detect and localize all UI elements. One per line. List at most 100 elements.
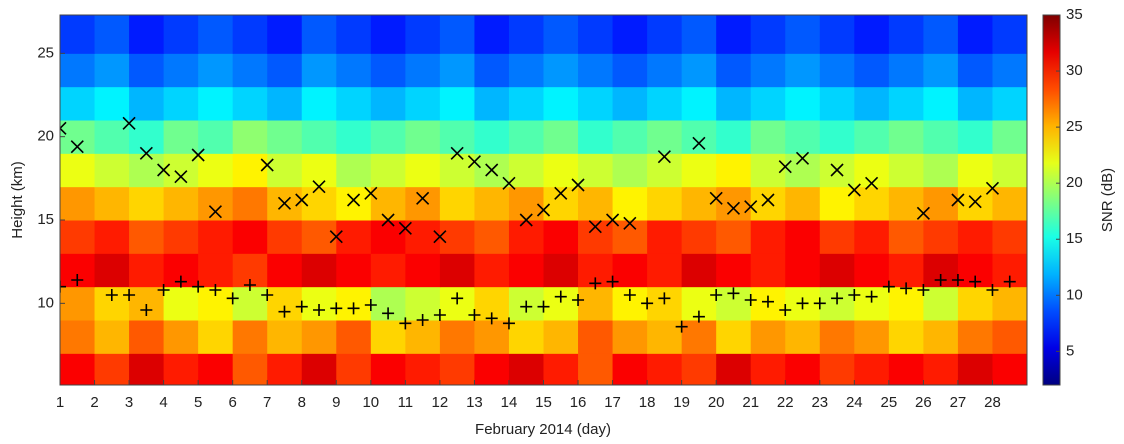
heatmap-cell [750, 186, 786, 221]
heatmap-cell [888, 153, 924, 188]
heatmap-cell [957, 53, 993, 88]
heatmap-cell [923, 220, 959, 254]
x-tick-label: 27 [950, 394, 967, 411]
heatmap-cell [474, 220, 510, 254]
marker [140, 304, 153, 316]
heatmap-cell [957, 15, 993, 54]
marker [60, 280, 66, 293]
heatmap-cell [94, 353, 130, 385]
heatmap-cell [508, 86, 544, 121]
heatmap-cell [370, 253, 406, 288]
heatmap-cell [198, 15, 234, 54]
heatmap-cell [785, 320, 821, 354]
heatmap-cell [336, 253, 372, 288]
heatmap-cell [370, 53, 406, 88]
marker [658, 292, 671, 305]
heatmap-cell [370, 353, 406, 385]
heatmap-cell [336, 86, 372, 121]
marker [969, 275, 982, 288]
x-tick-label: 16 [570, 394, 587, 411]
marker [502, 176, 516, 190]
heatmap-cell [405, 53, 441, 88]
marker [278, 305, 291, 318]
heatmap-cell [301, 186, 337, 221]
heatmap-cell [957, 320, 993, 354]
heatmap-cell [129, 86, 165, 121]
x-axis-label: February 2014 (day) [475, 421, 611, 438]
heatmap-cell [888, 86, 924, 121]
heatmap-cell [129, 253, 165, 288]
heatmap-cell [681, 53, 717, 88]
heatmap-cell [60, 353, 96, 385]
heatmap-cell [992, 220, 1027, 254]
heatmap-cell [405, 120, 441, 154]
marker [951, 193, 965, 207]
heatmap-cell [232, 86, 268, 121]
marker [727, 287, 740, 300]
heatmap-cell [474, 120, 510, 154]
heatmap-cell [336, 15, 372, 54]
marker [209, 284, 222, 296]
heatmap-cell [819, 320, 855, 354]
heatmap-cell [232, 15, 268, 54]
heatmap-cell [681, 153, 717, 188]
heatmap-cell [370, 220, 406, 254]
marker [416, 314, 429, 326]
heatmap-cell [785, 86, 821, 121]
heatmap-cell [578, 120, 614, 154]
heatmap-cell [647, 15, 683, 54]
marker [847, 183, 861, 197]
marker [398, 221, 412, 235]
heatmap-cell [232, 53, 268, 88]
marker [260, 158, 274, 172]
marker [830, 163, 844, 177]
heatmap-cell [923, 320, 959, 354]
heatmap-cell [854, 86, 890, 121]
x-tick-label: 12 [432, 394, 449, 411]
heatmap-cell [543, 220, 579, 254]
colorbar-tick-label: 15 [1066, 230, 1083, 247]
marker [157, 163, 171, 177]
x-tick-label: 6 [229, 394, 237, 411]
heatmap-cell [681, 253, 717, 288]
heatmap-cell [232, 320, 268, 354]
heatmap-cell [681, 220, 717, 254]
heatmap-cell [785, 15, 821, 54]
heatmap-cell [578, 15, 614, 54]
heatmap-cell [267, 15, 303, 54]
heatmap-cell [647, 253, 683, 288]
heatmap-cell [405, 15, 441, 54]
heatmap-cell [819, 353, 855, 385]
x-tick-label: 4 [159, 394, 167, 411]
heatmap [60, 15, 1027, 385]
marker [502, 317, 515, 330]
heatmap-cell [957, 86, 993, 121]
marker [122, 116, 136, 130]
heatmap-cell [439, 120, 475, 154]
heatmap-cell [647, 86, 683, 121]
marker [1003, 275, 1016, 288]
heatmap-cell [60, 53, 96, 88]
marker [192, 280, 205, 293]
heatmap-cell [785, 253, 821, 288]
y-tick-label: 15 [37, 211, 54, 228]
heatmap-cell [716, 53, 752, 88]
heatmap-cell [301, 120, 337, 154]
marker [692, 136, 706, 150]
marker [623, 289, 636, 301]
marker [831, 292, 844, 305]
heatmap-cell [923, 186, 959, 221]
marker [985, 181, 1000, 195]
heatmap-cell [543, 53, 579, 88]
heatmap-cell [888, 186, 924, 221]
heatmap-cell [681, 86, 717, 121]
marker [761, 193, 775, 207]
heatmap-cell [474, 86, 510, 121]
marker [312, 180, 326, 194]
heatmap-cell [370, 86, 406, 121]
heatmap-cell [474, 253, 510, 288]
heatmap-cell [750, 220, 786, 254]
marker [623, 216, 637, 230]
colorbar-tick-label: 35 [1066, 6, 1083, 23]
marker [588, 220, 602, 234]
